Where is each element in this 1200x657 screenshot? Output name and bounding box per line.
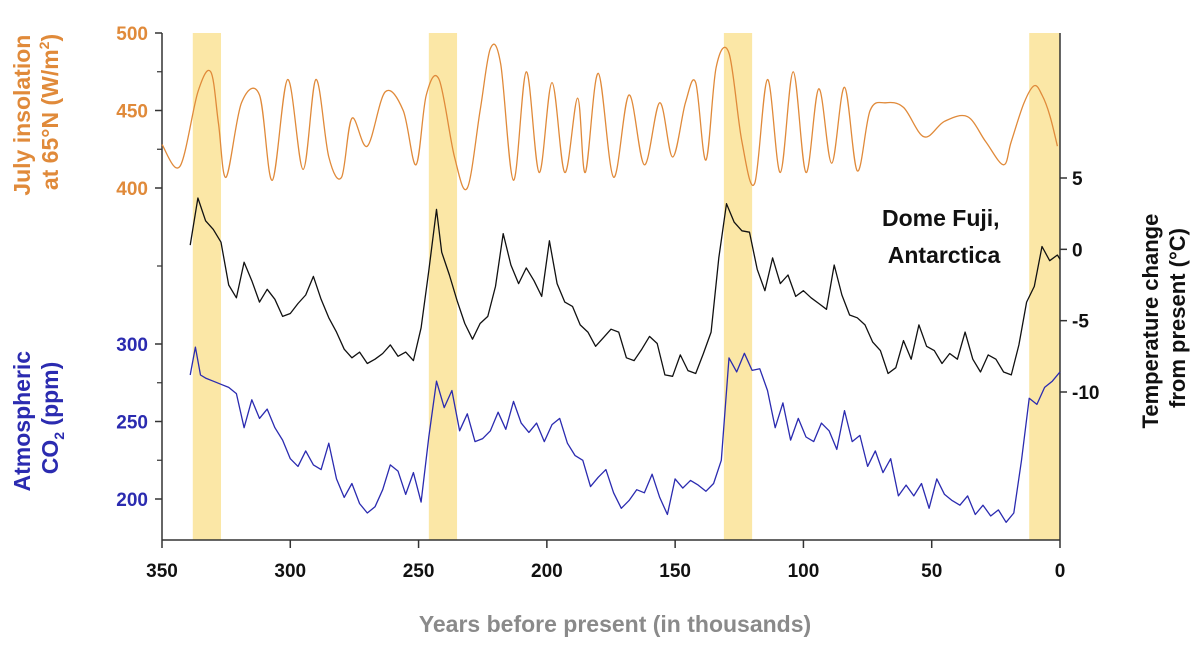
axes	[155, 32, 1067, 548]
insolation-tick-label: 500	[116, 24, 148, 45]
temperature-tick-label: -5	[1072, 312, 1089, 333]
co2-axis-label-line2: CO2 (ppm)	[37, 362, 67, 475]
highlight-band-0	[192, 33, 222, 540]
insolation-axis-label-line1: July insolation	[9, 35, 35, 196]
x-tick-label: 0	[1055, 561, 1066, 582]
x-tick-label: 350	[146, 561, 178, 582]
temperature-tick-label: -10	[1072, 383, 1099, 404]
temperature-axis-label-line1: Temperature change	[1138, 214, 1163, 429]
insolation-axis-label: July insolation at 65°N (W/m2)	[9, 28, 63, 195]
highlight-band-2	[723, 33, 753, 540]
insolation-series-line	[161, 43, 1059, 191]
co2-axis-label: Atmospheric CO2 (ppm)	[9, 345, 67, 492]
temperature-tick-label: 0	[1072, 240, 1083, 261]
insolation-axis-label-line2: at 65°N (W/m2)	[36, 34, 63, 190]
x-tick-label: 300	[274, 561, 306, 582]
x-tick-label: 150	[659, 561, 691, 582]
x-tick-label: 50	[921, 561, 942, 582]
temperature-tick-label: 5	[1072, 169, 1083, 190]
series	[161, 43, 1061, 523]
co2-axis-label-line1: Atmospheric	[9, 351, 35, 492]
co2-series-line	[189, 346, 1061, 523]
x-axis-label: Years before present (in thousands)	[419, 611, 811, 637]
tick-labels: 350 300 250 200 150 100 50 05004504003002502005…	[116, 24, 1099, 582]
insolation-tick-label: 450	[116, 102, 148, 123]
annotation-line1: Dome Fuji,	[882, 205, 1000, 231]
co2-tick-label: 300	[116, 335, 148, 356]
temperature-axis-label: Temperature change from present (°C)	[1138, 208, 1190, 429]
x-tick-label: 200	[531, 561, 563, 582]
dome-fuji-annotation: Dome Fuji, Antarctica	[882, 205, 1006, 268]
co2-tick-label: 200	[116, 490, 148, 511]
insolation-tick-label: 400	[116, 179, 148, 200]
temperature-axis-label-line2: from present (°C)	[1165, 228, 1190, 408]
temperature-series-line	[189, 197, 1061, 377]
co2-tick-label: 250	[116, 413, 148, 434]
annotation-line2: Antarctica	[888, 242, 1001, 268]
x-tick-label: 100	[788, 561, 820, 582]
x-tick-label: 250	[403, 561, 435, 582]
